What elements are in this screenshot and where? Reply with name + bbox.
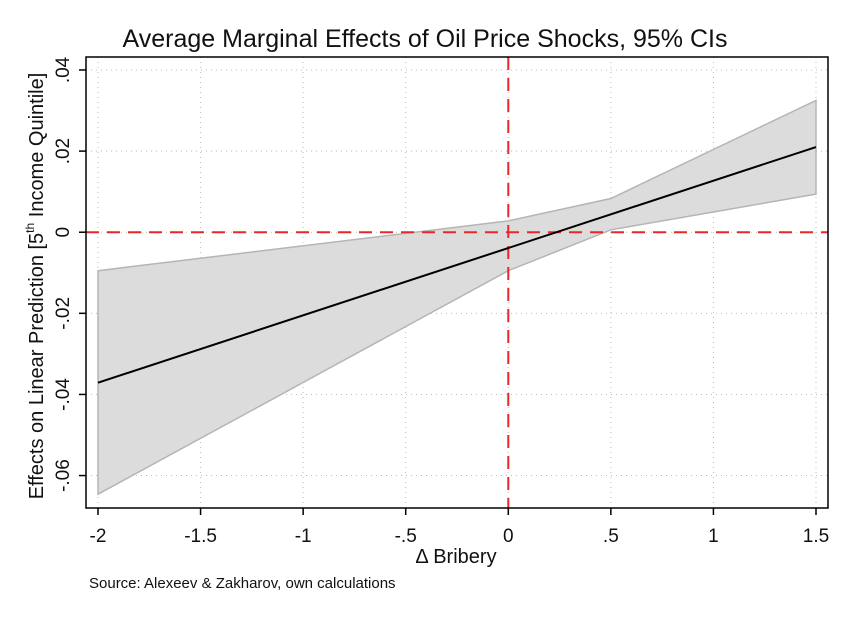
x-tick-label-5: .5: [603, 526, 619, 547]
y-tick-label-4: .02: [53, 138, 74, 164]
x-tick-label-1: -1.5: [184, 526, 217, 547]
y-tick-layer: -.06 -.04 -.02 0 .02 .04: [53, 56, 86, 492]
y-tick-label-0: -.06: [53, 459, 74, 492]
effect-line-layer: [97, 146, 817, 384]
x-tick-layer: -2 -1.5 -1 -.5 0 .5 1 1.5: [90, 508, 829, 547]
x-tick-label-6: 1: [708, 526, 719, 547]
axis-layer: [85, 56, 829, 509]
y-tick-label-3: 0: [53, 227, 74, 238]
x-tick-label-2: -1: [295, 526, 312, 547]
ci-band-layer: [97, 99, 817, 496]
confidence-band: [97, 99, 817, 496]
x-tick-label-3: -.5: [395, 526, 417, 547]
marginal-effect-line: [97, 146, 817, 384]
x-tick-label-4: 0: [503, 526, 514, 547]
y-axis-title-main: Effects on Linear Prediction [5: [26, 233, 48, 499]
plot-frame: [85, 56, 829, 509]
x-tick-label-0: -2: [90, 526, 107, 547]
x-tick-label-7: 1.5: [803, 526, 829, 547]
y-axis-title-superscript: th: [23, 223, 37, 233]
y-tick-label-2: -.02: [53, 297, 74, 330]
x-axis-title: Δ Bribery: [415, 546, 496, 568]
y-axis-title-rest: Income Quintile]: [26, 73, 48, 223]
y-tick-label-1: -.04: [53, 378, 74, 411]
y-tick-label-5: .04: [53, 56, 74, 83]
chart-title: Average Marginal Effects of Oil Price Sh…: [123, 25, 728, 53]
y-axis-title: Effects on Linear Prediction [5th Income…: [23, 73, 48, 500]
reference-line-layer: [86, 57, 828, 508]
source-note: Source: Alexeev & Zakharov, own calculat…: [89, 575, 396, 592]
